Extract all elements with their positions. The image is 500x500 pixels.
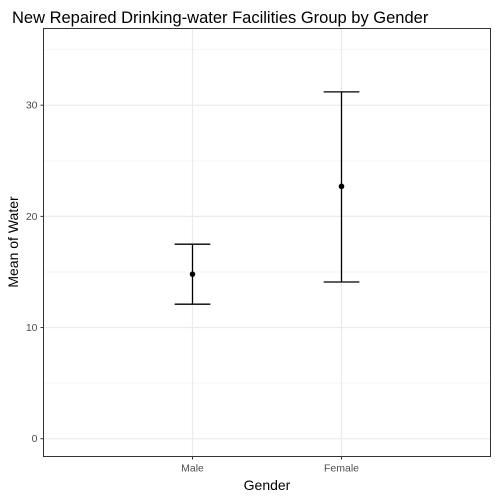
- mean-point-female: [338, 183, 345, 190]
- panel-border: [43, 28, 491, 457]
- x-axis-title: Gender: [244, 477, 291, 493]
- mean-point-male: [189, 271, 196, 277]
- x-tick-label: Female: [324, 463, 359, 475]
- y-tick-label: 30: [26, 100, 38, 112]
- chart-title: New Repaired Drinking-water Facilities G…: [12, 9, 429, 27]
- y-axis-title: Mean of Water: [5, 196, 21, 288]
- y-tick-label: 20: [26, 211, 38, 223]
- y-tick-label: 10: [26, 322, 38, 334]
- grid: [43, 28, 491, 457]
- chart-marks: [174, 91, 360, 305]
- y-tick-label: 0: [32, 433, 38, 445]
- axis-ticks: 0 10 20 30 Male Female: [26, 100, 359, 475]
- x-tick-label: Male: [181, 463, 204, 475]
